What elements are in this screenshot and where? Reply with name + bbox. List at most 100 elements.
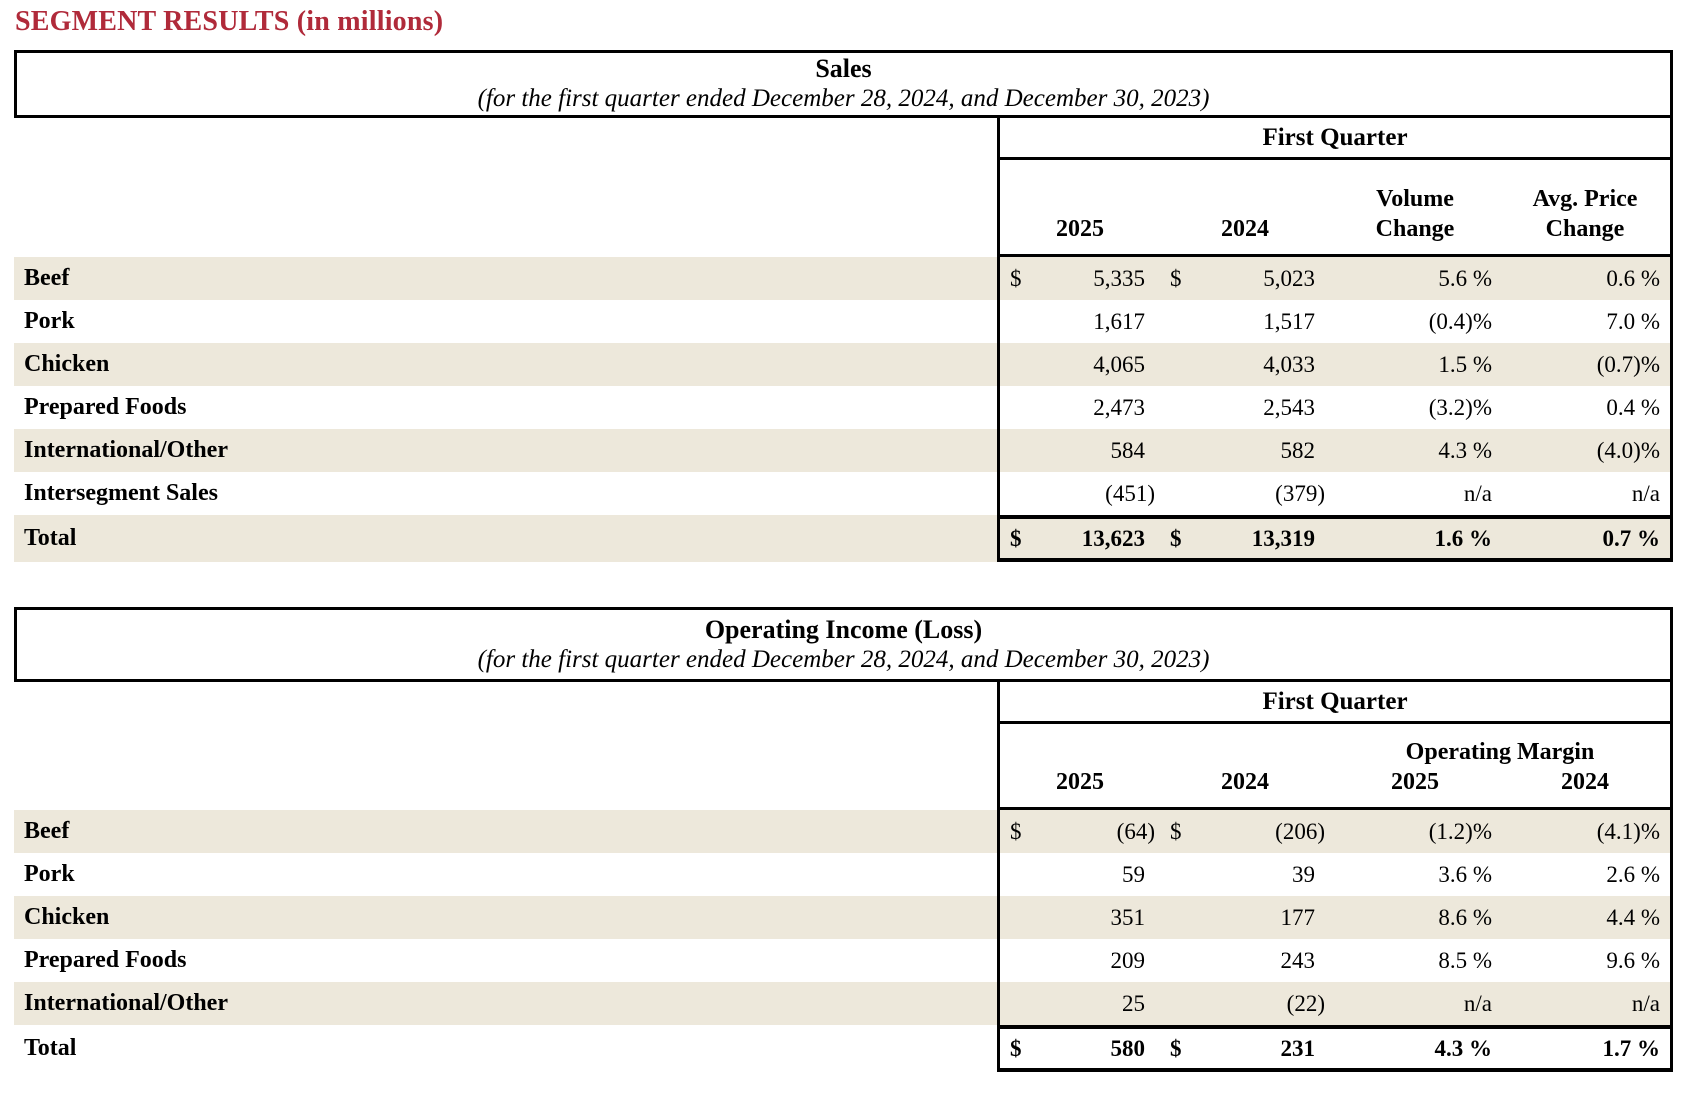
dollar-sign: $ [1170,525,1182,551]
money-value: (22) [1286,990,1325,1016]
money-cell: 59 [1000,853,1160,896]
row-label: International/Other [24,990,228,1016]
row-label: Total [24,1035,77,1061]
row-label: Pork [24,861,75,887]
row-label: Pork [24,308,75,334]
table-row: Pork 1,617 1,517 (0.4)% 7.0 % [14,300,1673,343]
column-header: Avg. Price Change [1500,184,1670,244]
dollar-sign: $ [1010,525,1022,551]
percent-cell: n/a [1631,480,1660,506]
rows: Beef $ (64) $ (206) (1.2)% (4.1)% Pork 59 39 3.6 %… [14,810,1673,1072]
money-cell: $ (64) [1000,810,1160,853]
percent-cell: 1.6 % [1434,525,1493,551]
table-row: Prepared Foods 2,473 2,543 (3.2)% 0.4 % [14,386,1673,429]
percent-cell: (1.2)% [1428,818,1492,844]
percent-cell: 4.3 % [1434,1035,1493,1061]
table-row: Pork 59 39 3.6 % 2.6 % [14,853,1673,896]
table-row: Prepared Foods 209 243 8.5 % 9.6 % [14,939,1673,982]
total-row: Total $580 $231 4.3 % 1.7 % [14,1025,1673,1072]
sales-table: Sales (for the first quarter ended Decem… [14,50,1673,562]
money-value: 13,319 [1251,525,1315,551]
money-value: (379) [1275,480,1325,506]
money-value: 209 [1110,947,1146,973]
column-header: 2024 [1160,767,1330,797]
row-value-panel: 209 243 8.5 % 9.6 % [997,939,1673,982]
money-cell: $5,023 [1160,257,1330,300]
money-cell: (22) [1160,982,1330,1025]
column-header-bottom-line: Change [1545,216,1625,242]
percent-cell: 8.5 % [1438,947,1492,973]
row-label: Chicken [24,904,110,930]
rows: Beef $5,335 $5,023 5.6 % 0.6 % Pork 1,617 1,517… [14,257,1673,562]
money-cell: 4,033 [1160,343,1330,386]
column-header: 2025 [1000,767,1160,797]
span-header-line: Operating Margin [1000,737,1670,767]
table-title-box: Sales (for the first quarter ended Decem… [14,50,1673,118]
money-value: 1,517 [1263,308,1315,334]
money-cell: $5,335 [1000,257,1160,300]
column-header-top-line: Avg. Price [1532,186,1638,212]
column-header: 2024 [1160,184,1330,244]
row-label: Prepared Foods [24,394,187,420]
percent-cell: 5.6 % [1438,265,1492,291]
money-cell: 582 [1160,429,1330,472]
percent-cell: 4.4 % [1606,904,1660,930]
column-header: 2024 [1500,767,1670,797]
row-value-panel: $580 $231 4.3 % 1.7 % [997,1025,1673,1072]
percent-cell: 3.6 % [1438,861,1492,887]
row-value-panel: $13,623 $13,319 1.6 % 0.7 % [997,515,1673,562]
money-value: 5,023 [1263,265,1315,291]
table-row: Beef $5,335 $5,023 5.6 % 0.6 % [14,257,1673,300]
percent-cell: 2.6 % [1606,861,1660,887]
percent-cell: 1.5 % [1438,351,1492,377]
percent-cell: 8.6 % [1438,904,1492,930]
table-row: International/Other 584 582 4.3 % (4.0)% [14,429,1673,472]
segment-results-title: SEGMENT RESULTS (in millions) [15,6,444,37]
group-header-row: First Quarter [14,682,1673,724]
percent-cell: 9.6 % [1606,947,1660,973]
row-value-panel: (451) (379) n/a n/a [997,472,1673,515]
table-row: Beef $ (64) $ (206) (1.2)% (4.1)% [14,810,1673,853]
row-value-panel: 4,065 4,033 1.5 % (0.7)% [997,343,1673,386]
column-header: Volume Change [1330,184,1500,244]
money-cell: 2,543 [1160,386,1330,429]
percent-cell: 7.0 % [1606,308,1660,334]
percent-cell: (4.0)% [1596,437,1660,463]
money-value: 13,623 [1081,525,1145,551]
header-spacer [14,682,997,724]
column-header-top-line: Volume [1376,186,1454,212]
money-value: (64) [1116,818,1155,844]
percent-cell: (3.2)% [1428,394,1492,420]
money-value: 582 [1280,437,1316,463]
table-title: Sales [815,54,872,83]
table-subtitle: (for the first quarter ended December 28… [477,645,1210,673]
money-value: 4,033 [1263,351,1315,377]
money-cell: 39 [1160,853,1330,896]
money-value: 5,335 [1093,265,1145,291]
row-label: Beef [24,818,70,844]
row-label: International/Other [24,437,228,463]
row-value-panel: $5,335 $5,023 5.6 % 0.6 % [997,257,1673,300]
money-cell: $13,623 [1000,519,1160,558]
percent-cell: 4.3 % [1438,437,1492,463]
row-value-panel: 2,473 2,543 (3.2)% 0.4 % [997,386,1673,429]
column-header-bottom-line: 2025 [1391,769,1439,795]
column-header-bottom-line: 2024 [1561,769,1609,795]
percent-cell: (4.1)% [1596,818,1660,844]
column-years-line: 2025 2024 Volume Change Avg. Price Change [1000,184,1670,244]
percent-cell: n/a [1631,990,1660,1016]
row-label: Beef [24,265,70,291]
operating-income-table: Operating Income (Loss) (for the first q… [14,607,1673,1072]
money-value: 2,473 [1093,394,1145,420]
money-value: 351 [1110,904,1146,930]
row-label: Prepared Foods [24,947,187,973]
table-row: Chicken 4,065 4,033 1.5 % (0.7)% [14,343,1673,386]
table-title: Operating Income (Loss) [704,614,983,644]
money-value: 25 [1122,990,1145,1016]
dollar-sign: $ [1170,265,1182,291]
column-header: 2025 [1330,767,1500,797]
column-header-row: Operating Margin 2025 2024 2025 2024 [14,724,1673,810]
column-header: 2025 [1000,184,1160,244]
money-value: 59 [1122,861,1145,887]
